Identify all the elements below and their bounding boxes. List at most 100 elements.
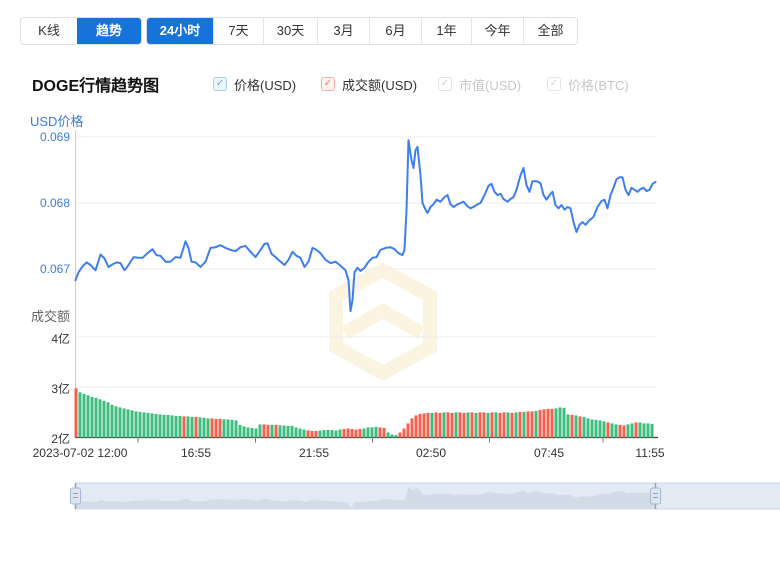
- volume-tick-4: 4亿: [51, 332, 70, 346]
- volume-bar: [550, 408, 554, 438]
- volume-bar: [214, 418, 218, 438]
- volume-bar: [370, 427, 374, 438]
- price-line: [74, 139, 657, 313]
- volume-bar: [126, 409, 130, 438]
- volume-bars: [74, 388, 654, 438]
- volume-bar: [546, 408, 550, 438]
- volume-bar: [218, 418, 222, 438]
- data-zoom-area: [75, 486, 656, 508]
- volume-bar: [390, 434, 394, 438]
- volume-bar: [258, 424, 262, 438]
- tab-7d[interactable]: 7天: [213, 18, 263, 44]
- volume-bar: [242, 426, 246, 438]
- volume-bar: [118, 407, 122, 438]
- volume-bar: [110, 404, 114, 438]
- volume-bar: [574, 415, 578, 438]
- tab-24h[interactable]: 24小时: [147, 18, 213, 44]
- volume-bar: [522, 411, 526, 438]
- volume-bar: [530, 411, 534, 438]
- legend-label: 价格(BTC): [568, 77, 629, 93]
- volume-tick-2: 2亿: [51, 432, 70, 446]
- volume-bar: [138, 411, 142, 438]
- checkbox-checked-icon[interactable]: ✓: [321, 77, 335, 91]
- volume-bar: [474, 412, 478, 438]
- legend-marketcap-usd[interactable]: ✓ 市值(USD): [438, 76, 521, 93]
- volume-bar: [618, 424, 622, 438]
- tab-30d[interactable]: 30天: [263, 18, 317, 44]
- x-label-1200: 2023-07-02 12:00: [32, 446, 128, 460]
- volume-bar: [514, 412, 518, 438]
- volume-bar: [602, 421, 606, 438]
- checkbox-checked-icon[interactable]: ✓: [213, 77, 227, 91]
- tab-kline[interactable]: K线: [38, 23, 60, 38]
- legend-volume-usd[interactable]: ✓ 成交额(USD): [321, 76, 418, 93]
- volume-bar: [610, 423, 614, 438]
- volume-bar: [234, 420, 238, 438]
- data-zoom-handle-right[interactable]: [650, 487, 661, 505]
- price-volume-chart[interactable]: [0, 105, 780, 525]
- volume-bar: [178, 415, 182, 438]
- volume-bar: [294, 427, 298, 438]
- volume-bar: [182, 416, 186, 438]
- volume-bar: [154, 413, 158, 438]
- x-label-2155: 21:55: [298, 446, 330, 460]
- tab-trend[interactable]: 趋势: [77, 18, 141, 44]
- legend-price-usd[interactable]: ✓ 价格(USD): [213, 76, 296, 93]
- volume-bar: [562, 407, 566, 438]
- volume-bar: [274, 424, 278, 438]
- volume-bar: [322, 430, 326, 438]
- tab-6m[interactable]: 6月: [369, 18, 421, 44]
- volume-bar: [174, 415, 178, 438]
- volume-bar: [210, 418, 214, 438]
- volume-bar: [506, 412, 510, 438]
- volume-bar: [534, 410, 538, 438]
- volume-bar: [186, 416, 190, 438]
- volume-bar: [566, 414, 570, 438]
- data-zoom-handle-left[interactable]: [70, 487, 81, 505]
- volume-bar: [314, 431, 318, 438]
- volume-bar: [462, 412, 466, 438]
- volume-bar: [286, 425, 290, 438]
- volume-bar: [278, 425, 282, 438]
- volume-bar: [422, 413, 426, 438]
- volume-bar: [458, 412, 462, 438]
- volume-bar: [502, 412, 506, 438]
- tab-all[interactable]: 全部: [523, 18, 577, 44]
- volume-bar: [526, 411, 530, 438]
- volume-bar: [122, 408, 126, 438]
- volume-bar: [318, 430, 322, 438]
- volume-bar: [330, 430, 334, 438]
- volume-bar: [398, 432, 402, 438]
- tab-1y[interactable]: 1年: [421, 18, 471, 44]
- volume-bar: [114, 406, 118, 438]
- volume-bar: [478, 412, 482, 438]
- checkbox-unchecked-icon[interactable]: ✓: [547, 77, 561, 91]
- volume-bar: [150, 413, 154, 438]
- volume-bar: [158, 414, 162, 438]
- volume-bar: [450, 412, 454, 438]
- volume-bar: [570, 414, 574, 438]
- volume-bar: [222, 419, 226, 438]
- volume-bar: [482, 412, 486, 438]
- legend-label: 成交额(USD): [342, 77, 418, 93]
- volume-bar: [414, 415, 418, 438]
- volume-bar: [442, 412, 446, 438]
- volume-bar: [346, 428, 350, 438]
- tab-3m[interactable]: 3月: [317, 18, 369, 44]
- volume-bar: [246, 427, 250, 438]
- tab-ytd[interactable]: 今年: [471, 18, 523, 44]
- price-tick-0069: 0.069: [39, 130, 70, 144]
- chart-type-tabs: K线 趋势: [20, 17, 142, 45]
- volume-bar: [490, 412, 494, 438]
- volume-bar: [94, 397, 98, 438]
- volume-bar: [374, 426, 378, 438]
- volume-bar: [622, 425, 626, 438]
- volume-bar: [250, 428, 254, 438]
- volume-bar: [378, 427, 382, 438]
- volume-bar: [142, 412, 146, 438]
- volume-bar: [190, 416, 194, 438]
- legend-price-btc[interactable]: ✓ 价格(BTC): [547, 76, 629, 93]
- checkbox-unchecked-icon[interactable]: ✓: [438, 77, 452, 91]
- brand-watermark-icon: [329, 262, 437, 381]
- volume-bar: [634, 422, 638, 438]
